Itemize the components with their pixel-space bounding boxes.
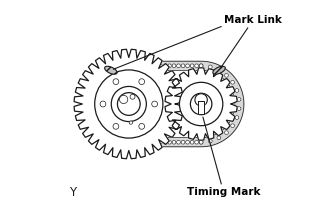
Circle shape xyxy=(154,140,158,144)
Circle shape xyxy=(131,140,135,144)
Circle shape xyxy=(120,95,128,104)
Circle shape xyxy=(181,140,185,144)
Ellipse shape xyxy=(213,66,225,74)
Circle shape xyxy=(237,107,241,110)
Circle shape xyxy=(154,64,158,68)
Circle shape xyxy=(149,64,153,68)
Circle shape xyxy=(190,64,194,68)
Circle shape xyxy=(158,80,162,84)
Circle shape xyxy=(163,116,166,119)
Circle shape xyxy=(131,64,135,68)
Circle shape xyxy=(199,140,203,144)
Circle shape xyxy=(199,140,203,144)
Circle shape xyxy=(136,140,140,144)
Circle shape xyxy=(195,140,199,144)
Circle shape xyxy=(118,93,140,115)
Circle shape xyxy=(127,140,131,144)
Circle shape xyxy=(199,64,203,68)
Circle shape xyxy=(225,131,228,134)
Circle shape xyxy=(195,64,199,68)
Circle shape xyxy=(168,64,171,68)
Circle shape xyxy=(172,140,176,144)
Circle shape xyxy=(159,64,162,68)
Circle shape xyxy=(127,140,131,144)
Circle shape xyxy=(208,139,212,143)
Circle shape xyxy=(199,64,203,68)
Circle shape xyxy=(186,140,190,144)
Circle shape xyxy=(129,121,132,124)
Circle shape xyxy=(237,98,241,101)
Circle shape xyxy=(140,64,144,68)
Circle shape xyxy=(163,64,167,68)
Circle shape xyxy=(231,124,234,128)
Circle shape xyxy=(152,131,156,134)
Polygon shape xyxy=(74,49,184,159)
Circle shape xyxy=(100,101,106,107)
Circle shape xyxy=(139,79,145,84)
Circle shape xyxy=(136,65,140,69)
Text: Mark Link: Mark Link xyxy=(221,15,282,68)
Circle shape xyxy=(165,98,169,101)
Circle shape xyxy=(140,140,144,144)
Circle shape xyxy=(113,124,119,129)
Circle shape xyxy=(163,89,166,92)
Circle shape xyxy=(181,64,185,68)
Circle shape xyxy=(165,107,169,110)
Circle shape xyxy=(190,93,212,115)
Circle shape xyxy=(130,94,135,99)
Circle shape xyxy=(136,64,140,68)
Circle shape xyxy=(145,64,149,68)
Circle shape xyxy=(158,124,162,128)
Circle shape xyxy=(145,136,148,140)
Circle shape xyxy=(145,68,148,72)
Circle shape xyxy=(168,140,171,144)
Circle shape xyxy=(231,80,234,84)
Circle shape xyxy=(195,94,207,106)
Circle shape xyxy=(208,65,212,69)
Circle shape xyxy=(139,124,145,129)
Circle shape xyxy=(179,82,223,126)
Circle shape xyxy=(217,136,221,140)
Circle shape xyxy=(95,70,163,138)
Polygon shape xyxy=(198,101,204,114)
Circle shape xyxy=(152,101,157,107)
Circle shape xyxy=(163,140,167,144)
Circle shape xyxy=(217,68,221,72)
Circle shape xyxy=(113,79,119,84)
Circle shape xyxy=(190,140,194,144)
Ellipse shape xyxy=(105,66,117,74)
Circle shape xyxy=(136,139,140,143)
Polygon shape xyxy=(129,61,244,147)
Circle shape xyxy=(145,140,149,144)
Circle shape xyxy=(172,64,176,68)
Circle shape xyxy=(235,89,239,92)
Circle shape xyxy=(177,64,180,68)
Circle shape xyxy=(149,140,153,144)
Circle shape xyxy=(159,140,162,144)
Polygon shape xyxy=(165,68,237,140)
Circle shape xyxy=(127,64,131,68)
Text: Y: Y xyxy=(69,186,76,199)
Circle shape xyxy=(225,74,228,77)
Circle shape xyxy=(235,116,239,119)
Circle shape xyxy=(127,64,131,68)
Circle shape xyxy=(111,87,146,121)
Circle shape xyxy=(186,64,190,68)
Circle shape xyxy=(152,74,156,77)
Polygon shape xyxy=(129,70,235,138)
Text: Timing Mark: Timing Mark xyxy=(187,117,260,197)
Circle shape xyxy=(177,140,180,144)
